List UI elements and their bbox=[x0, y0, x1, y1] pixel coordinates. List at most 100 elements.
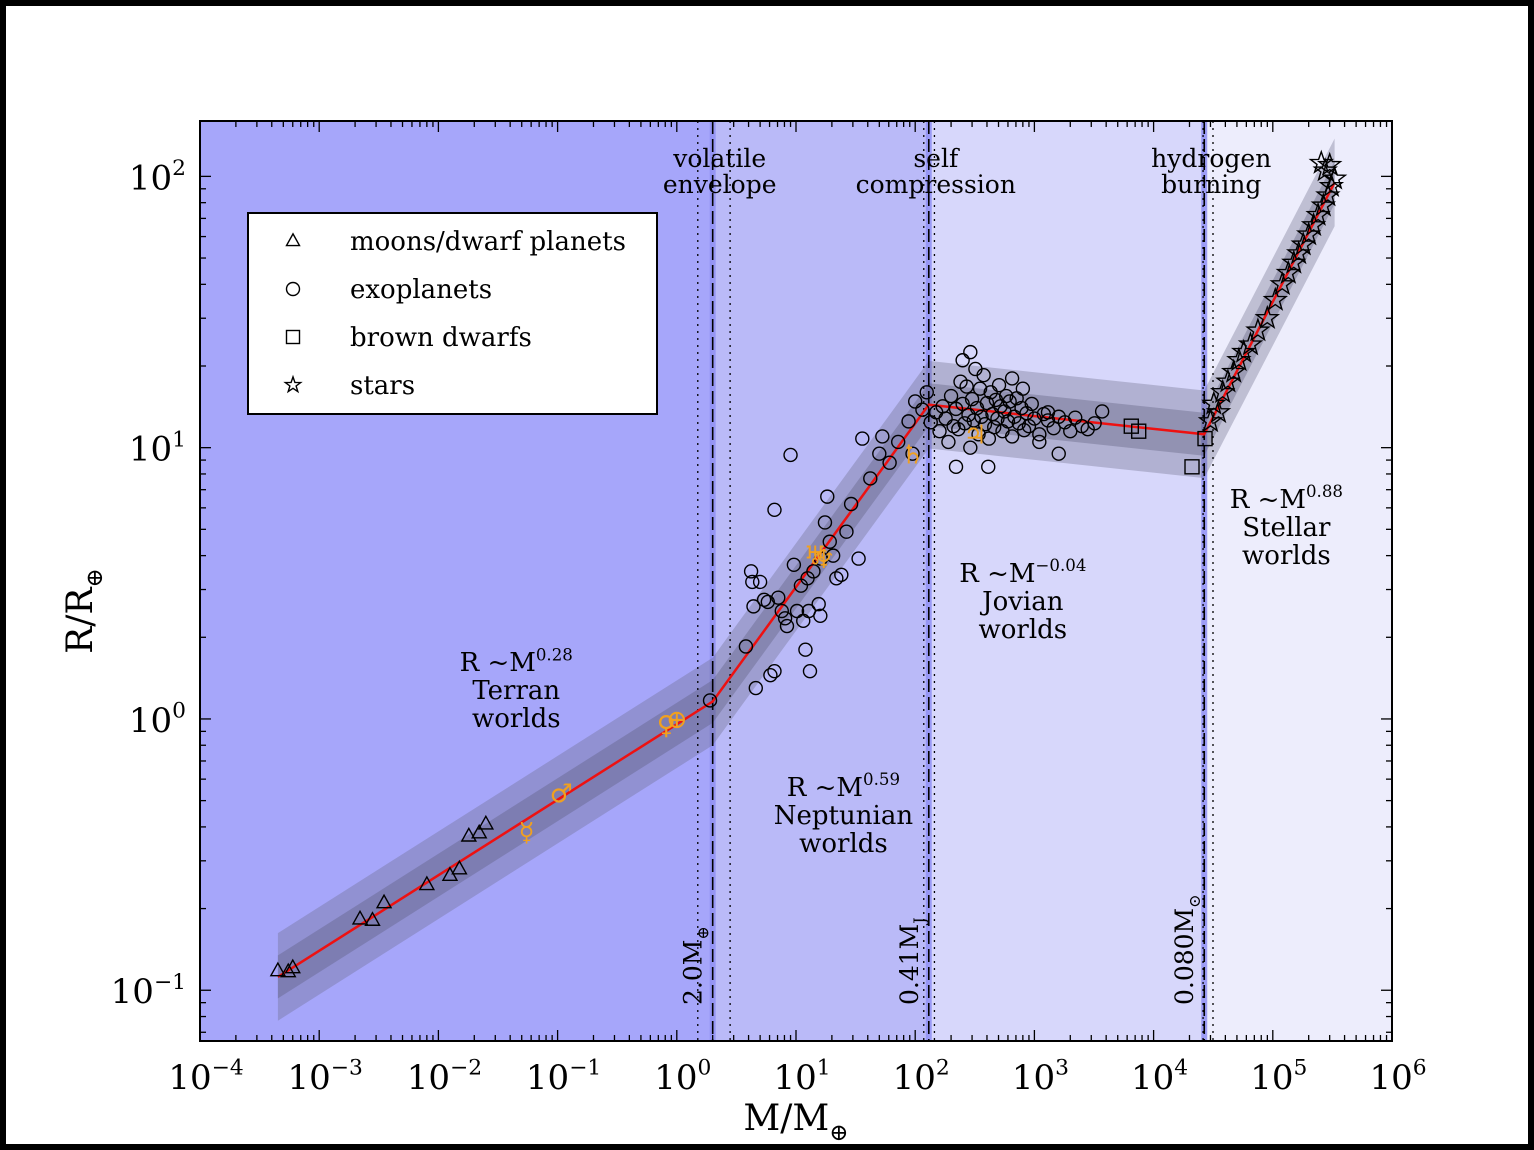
region-name-label: Stellar bbox=[1242, 513, 1331, 543]
circle-point bbox=[1002, 394, 1017, 409]
circle-point bbox=[820, 489, 835, 504]
x-tick-label: 101 bbox=[773, 1056, 830, 1098]
circle-point bbox=[779, 618, 795, 634]
circle-point bbox=[964, 391, 980, 407]
circle-point bbox=[829, 571, 844, 586]
transition-top-label: burning bbox=[1161, 170, 1261, 199]
region-bg-stellar bbox=[1204, 121, 1392, 1041]
region-name-label: Neptunian bbox=[774, 801, 914, 831]
star-point bbox=[1295, 221, 1322, 246]
transition-top-label: hydrogen bbox=[1151, 144, 1271, 173]
circle-point bbox=[972, 381, 988, 396]
legend-triangle-icon bbox=[285, 232, 301, 247]
circle-point bbox=[1024, 396, 1039, 412]
region-kind-label: worlds bbox=[799, 829, 888, 859]
data-points bbox=[269, 149, 1348, 978]
circle-point bbox=[767, 663, 782, 679]
circle-point bbox=[834, 567, 849, 582]
circle-point bbox=[1004, 371, 1020, 386]
circle-point bbox=[1014, 400, 1029, 416]
circle-point bbox=[786, 557, 802, 573]
circle-point bbox=[974, 409, 989, 424]
triangle-point bbox=[351, 909, 369, 925]
star-point bbox=[1312, 157, 1338, 182]
square-point bbox=[1131, 423, 1147, 439]
legend-box bbox=[247, 212, 658, 415]
circle-point bbox=[981, 459, 996, 475]
transition-mass-label: 2.0M⊕ bbox=[679, 926, 713, 1005]
circle-point bbox=[743, 564, 759, 579]
region-name-label: Terran bbox=[472, 676, 560, 706]
circle-point bbox=[798, 642, 813, 657]
fit-confidence-bands bbox=[277, 138, 1335, 1021]
x-tick-label: 10−1 bbox=[526, 1056, 601, 1098]
circle-point bbox=[746, 599, 761, 614]
circle-point bbox=[771, 590, 786, 605]
circle-point bbox=[875, 429, 890, 444]
circle-point bbox=[915, 402, 930, 417]
circle-point bbox=[1087, 416, 1102, 431]
legend-square-icon bbox=[285, 329, 301, 345]
circle-point bbox=[1004, 429, 1020, 444]
circle-point bbox=[957, 416, 972, 431]
outer-band bbox=[277, 138, 1335, 1021]
circle-point bbox=[777, 611, 793, 626]
legend-label: exoplanets bbox=[350, 275, 492, 305]
triangle-point bbox=[451, 859, 468, 875]
triangle-point bbox=[280, 962, 297, 978]
legend-label: moons/dwarf planets bbox=[350, 227, 626, 257]
legend-label: brown dwarfs bbox=[350, 323, 532, 353]
transition-top-label: compression bbox=[856, 170, 1016, 199]
circle-point bbox=[1032, 434, 1047, 450]
triangle-point bbox=[471, 823, 488, 839]
planet-symbol: ♅ bbox=[804, 541, 827, 571]
star-point bbox=[1262, 286, 1289, 311]
circle-point bbox=[756, 592, 772, 607]
region-law-label: R ~M0.59 bbox=[787, 770, 900, 803]
planet-symbol: ♄ bbox=[901, 440, 924, 470]
star-point bbox=[1315, 182, 1341, 207]
transition-top-label: self bbox=[913, 144, 960, 173]
star-point bbox=[1237, 331, 1264, 356]
planet-symbol: ☿ bbox=[519, 818, 535, 848]
region-kind-label: worlds bbox=[1242, 541, 1331, 571]
transition-top-label: envelope bbox=[663, 170, 777, 199]
circle-point bbox=[763, 667, 778, 683]
star-point bbox=[1316, 151, 1343, 176]
circle-point bbox=[938, 411, 953, 426]
circle-point bbox=[963, 440, 978, 455]
circle-point bbox=[806, 564, 821, 579]
triangle-point bbox=[284, 958, 301, 974]
circle-point bbox=[955, 353, 970, 368]
circle-point bbox=[774, 603, 789, 619]
circle-point bbox=[745, 574, 760, 590]
star-point bbox=[1245, 317, 1271, 342]
square-point bbox=[1184, 459, 1200, 475]
circle-point bbox=[932, 423, 947, 439]
circle-point bbox=[905, 446, 920, 461]
region-law-label: R ~M−0.04 bbox=[959, 556, 1086, 589]
circle-point bbox=[817, 515, 833, 530]
circle-point bbox=[976, 367, 991, 383]
region-name-label: Jovian bbox=[979, 587, 1064, 617]
circle-point bbox=[1027, 411, 1042, 426]
x-tick-label: 106 bbox=[1369, 1056, 1426, 1098]
star-point bbox=[1220, 358, 1247, 383]
triangle-point bbox=[364, 911, 381, 926]
region-bg-jovian bbox=[928, 121, 1205, 1041]
y-tick-label: 101 bbox=[129, 427, 186, 469]
circle-point bbox=[963, 344, 978, 360]
triangle-point bbox=[477, 814, 495, 830]
x-axis-label: M/M⊕ bbox=[743, 1098, 848, 1146]
circle-point bbox=[872, 446, 887, 461]
planet-symbol: ⊕ bbox=[666, 705, 688, 735]
planet-symbol: ♆ bbox=[812, 545, 835, 575]
circle-point bbox=[919, 385, 934, 400]
star-point bbox=[1197, 407, 1224, 433]
circle-point bbox=[752, 574, 768, 590]
circle-point bbox=[1040, 413, 1056, 428]
triangle-point bbox=[418, 875, 436, 891]
x-tick-label: 103 bbox=[1012, 1056, 1069, 1098]
